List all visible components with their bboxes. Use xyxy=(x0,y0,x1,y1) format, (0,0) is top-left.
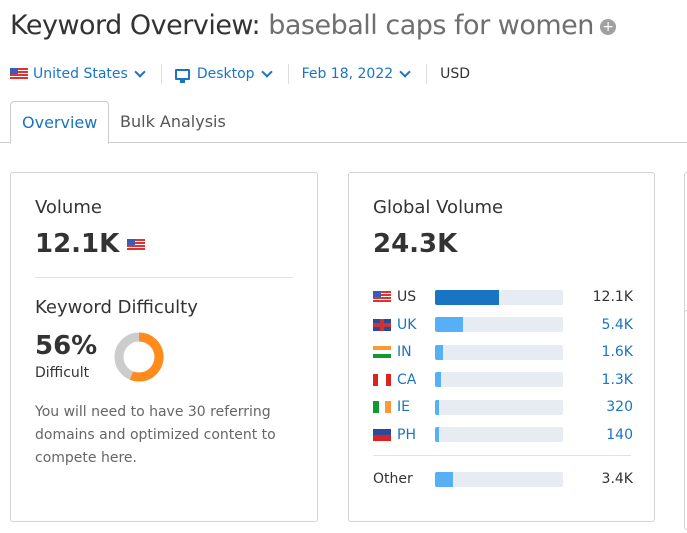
tab-overview[interactable]: Overview xyxy=(10,101,110,144)
other-value: 3.4K xyxy=(601,471,633,487)
volume-title: Volume xyxy=(35,197,102,218)
global-volume-title: Global Volume xyxy=(373,197,504,218)
date-selector[interactable]: Feb 18, 2022 xyxy=(302,66,414,82)
share-bar-fill xyxy=(435,317,464,332)
country-code[interactable]: IE xyxy=(397,399,410,415)
kd-donut-chart xyxy=(114,332,164,382)
share-bar-fill xyxy=(435,399,439,415)
us-flag-icon xyxy=(373,291,391,303)
kd-title: Keyword Difficulty xyxy=(35,297,198,318)
country-code[interactable]: UK xyxy=(397,316,417,333)
country-volume[interactable]: 1.6K xyxy=(601,344,633,360)
country-row-ie[interactable]: IE 320 xyxy=(373,399,633,415)
filters-bar: United States Desktop Feb 18, 2022 USD xyxy=(10,64,470,84)
share-bar-track xyxy=(435,344,563,360)
share-bar-track xyxy=(435,317,563,332)
share-bar-fill xyxy=(435,344,443,360)
divider xyxy=(373,455,631,456)
country-row-ph[interactable]: PH 140 xyxy=(373,427,633,443)
share-bar-track xyxy=(435,427,563,442)
tab-bulk-analysis[interactable]: Bulk Analysis xyxy=(120,112,226,131)
country-code[interactable]: CA xyxy=(397,371,417,388)
country-volume[interactable]: 5.4K xyxy=(601,316,633,333)
country-volume[interactable]: 140 xyxy=(606,426,633,443)
us-flag-icon xyxy=(10,68,28,80)
divider xyxy=(35,277,293,278)
ca-flag-icon xyxy=(373,373,391,386)
ie-flag-icon xyxy=(373,401,391,413)
country-volume[interactable]: 320 xyxy=(606,399,633,415)
country-row-in[interactable]: IN 1.6K xyxy=(373,344,633,360)
country-volume[interactable]: 1.3K xyxy=(601,371,633,388)
ph-flag-icon xyxy=(373,428,391,441)
next-card-lower xyxy=(684,310,687,530)
country-row-other: Other 3.4K xyxy=(373,471,633,487)
country-label: United States xyxy=(33,66,128,82)
other-label: Other xyxy=(373,471,413,487)
global-volume-value: 24.3K xyxy=(373,229,458,259)
country-code[interactable]: IN xyxy=(397,344,412,360)
in-flag-icon xyxy=(373,346,391,358)
device-label: Desktop xyxy=(196,66,255,82)
share-bar-track xyxy=(435,289,563,305)
share-bar-fill xyxy=(435,427,439,442)
kd-value: 56% xyxy=(35,331,98,361)
country-selector[interactable]: United States xyxy=(10,66,148,82)
kd-description: You will need to have 30 referring domai… xyxy=(35,404,276,466)
tab-bar: Overview Bulk Analysis xyxy=(0,101,687,144)
uk-flag-icon xyxy=(373,318,391,331)
country-code[interactable]: PH xyxy=(397,426,416,443)
share-bar-fill xyxy=(435,372,442,387)
device-selector[interactable]: Desktop xyxy=(174,66,275,83)
date-label: Feb 18, 2022 xyxy=(301,66,394,82)
country-volume: 12.1K xyxy=(592,289,633,305)
us-flag-icon xyxy=(127,239,145,251)
kd-label: Difficult xyxy=(35,365,90,381)
volume-card: Volume 12.1K Keyword Difficulty 56% Diff… xyxy=(10,172,318,522)
share-bar-fill xyxy=(435,471,453,487)
chevron-down-icon xyxy=(399,66,411,78)
desktop-icon xyxy=(174,68,190,83)
country-code: US xyxy=(397,289,417,305)
share-bar-track xyxy=(435,372,563,387)
volume-value: 12.1K xyxy=(35,229,120,259)
country-row-us[interactable]: US 12.1K xyxy=(373,289,633,305)
kd-donut-fill xyxy=(114,332,164,382)
chevron-down-icon xyxy=(260,66,273,78)
country-row-uk[interactable]: UK 5.4K xyxy=(373,317,633,333)
title-label: Keyword Overview: xyxy=(10,10,261,41)
divider xyxy=(287,64,289,84)
chevron-down-icon xyxy=(134,66,146,78)
divider xyxy=(426,64,428,84)
plus-circle-icon[interactable]: + xyxy=(599,18,616,35)
share-bar-fill xyxy=(435,289,499,305)
divider xyxy=(160,64,162,84)
global-volume-card: Global Volume 24.3K US 12.1K UK 5.4K IN 1.6K C… xyxy=(348,172,655,522)
currency-label: USD xyxy=(440,66,471,82)
country-row-ca[interactable]: CA 1.3K xyxy=(373,372,633,388)
keyword: baseball caps for women xyxy=(268,10,594,41)
share-bar-track xyxy=(435,471,563,487)
share-bar-track xyxy=(435,399,563,415)
page-title: Keyword Overview: baseball caps for wome… xyxy=(10,10,616,41)
